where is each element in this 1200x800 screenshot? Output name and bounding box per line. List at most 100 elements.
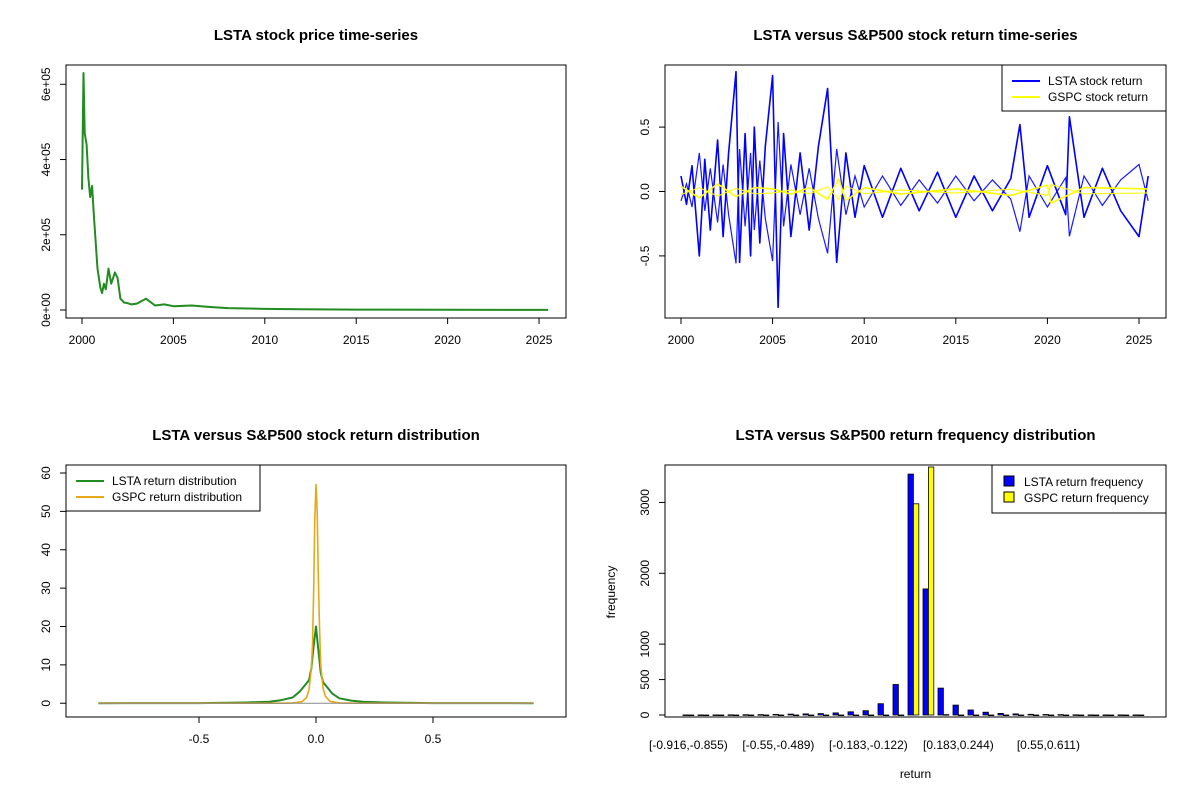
legend-label: LSTA return distribution (112, 474, 237, 488)
bar-1-24 (1042, 714, 1049, 716)
x-tick-label: 2025 (1126, 333, 1153, 347)
chart-title: LSTA versus S&P500 stock return distribu… (152, 427, 480, 444)
series-line-1 (98, 625, 534, 705)
series-line-2-envelope (680, 183, 1149, 201)
bar-2-9 (823, 714, 830, 717)
y-tick-label: 30 (39, 581, 53, 595)
bar-1-2 (712, 714, 719, 716)
plot-frame (65, 64, 567, 319)
bar-1-29 (1117, 714, 1124, 716)
chart-title: LSTA versus S&P500 stock return time-ser… (753, 27, 1077, 44)
bar-1-6 (772, 714, 779, 716)
bar-2-0 (688, 714, 695, 717)
bar-2-7 (793, 714, 800, 717)
chart-panel-3: LSTA versus S&P500 stock return distribu… (39, 427, 567, 746)
bar-1-13 (877, 703, 884, 716)
x-tick-label: 2000 (69, 333, 96, 347)
y-tick-label: 0.5 (638, 118, 652, 135)
bar-2-16 (928, 466, 935, 716)
chart-title: LSTA stock price time-series (214, 27, 418, 44)
x-tick-label: 0.0 (308, 732, 325, 746)
y-tick-label: 0 (39, 700, 53, 707)
bar-2-29 (1123, 714, 1130, 717)
legend-label: GSPC stock return (1048, 90, 1148, 104)
bar-1-22 (1012, 713, 1019, 716)
x-tick-label: 2015 (942, 333, 969, 347)
legend-label: GSPC return frequency (1024, 491, 1149, 505)
bar-2-3 (733, 714, 740, 717)
bar-2-5 (763, 714, 770, 717)
x-tick-label: [-0.55,-0.489) (742, 738, 814, 752)
y-tick-label: -0.5 (638, 245, 652, 266)
y-tick-label: 0e+00 (39, 293, 53, 327)
bar-2-1 (703, 714, 710, 717)
chart-panel-2: LSTA versus S&P500 stock return time-ser… (638, 27, 1167, 347)
y-tick-label: 60 (39, 466, 53, 480)
bar-2-25 (1063, 714, 1070, 717)
x-tick-label: 2025 (526, 333, 553, 347)
bar-1-11 (847, 711, 854, 716)
x-tick-label: 2020 (434, 333, 461, 347)
x-tick-label: 2000 (668, 333, 695, 347)
y-tick-label: 4e+05 (39, 142, 53, 176)
bar-2-6 (778, 714, 785, 717)
bar-1-3 (727, 714, 734, 716)
bar-1-14 (892, 684, 899, 716)
bar-2-15 (913, 503, 920, 716)
bar-2-21 (1003, 714, 1010, 717)
x-tick-label: 2015 (343, 333, 370, 347)
x-tick-label: [-0.183,-0.122) (829, 738, 908, 752)
x-tick-label: [-0.916,-0.855) (649, 738, 728, 752)
legend: LSTA stock return GSPC stock return (1001, 64, 1167, 112)
x-tick-label: -0.5 (189, 732, 210, 746)
bar-1-17 (937, 687, 944, 716)
legend-box (1001, 64, 1167, 112)
chart-title: LSTA versus S&P500 return frequency dist… (735, 427, 1095, 444)
y-tick-label: 0.0 (638, 183, 652, 200)
bar-2-10 (838, 714, 845, 717)
bar-1-0 (682, 714, 689, 716)
bar-2-27 (1093, 714, 1100, 717)
legend: LSTA return distribution GSPC return dist… (65, 464, 261, 512)
y-tick-label: 2000 (638, 560, 652, 587)
bar-1-16 (922, 588, 929, 716)
bar-2-8 (808, 714, 815, 717)
bar-1-4 (742, 714, 749, 716)
x-tick-label: [0.183,0.244) (923, 738, 994, 752)
y-tick-label: 1000 (638, 630, 652, 657)
bar-2-17 (943, 714, 950, 716)
y-tick-label: 6e+05 (39, 67, 53, 101)
chart-panel-1: LSTA stock price time-series 2000 2005 2010… (39, 27, 567, 347)
bar-2-28 (1108, 714, 1115, 717)
series-line-2 (98, 483, 534, 705)
legend-swatch (1003, 475, 1015, 487)
legend-label: LSTA stock return (1048, 74, 1142, 88)
chart-panel-4: LSTA versus S&P500 return frequency dist… (604, 427, 1167, 781)
y-tick-label: 20 (39, 620, 53, 634)
bar-2-11 (853, 714, 860, 717)
bar-2-13 (883, 714, 890, 717)
bar-1-28 (1102, 714, 1109, 716)
bar-2-14 (898, 714, 905, 717)
bar-2-30 (1138, 714, 1145, 717)
series-line-1 (81, 72, 549, 311)
bar-2-26 (1078, 714, 1085, 717)
x-tick-label: 2020 (1034, 333, 1061, 347)
x-axis-label: return (900, 767, 931, 781)
y-tick-label: 2e+05 (39, 218, 53, 252)
bar-1-10 (832, 712, 839, 716)
bar-1-8 (802, 713, 809, 716)
x-tick-label: 2005 (759, 333, 786, 347)
bar-2-20 (988, 714, 995, 717)
y-tick-label: 40 (39, 543, 53, 557)
legend-box (991, 464, 1167, 514)
x-tick-label: 2005 (160, 333, 187, 347)
y-tick-label: 50 (39, 504, 53, 518)
bar-2-24 (1048, 714, 1055, 717)
x-tick-label: 2010 (851, 333, 878, 347)
bar-1-21 (997, 713, 1004, 716)
legend-label: LSTA return frequency (1024, 475, 1143, 489)
y-tick-label: 0 (638, 711, 652, 718)
x-tick-label: 0.5 (425, 732, 442, 746)
